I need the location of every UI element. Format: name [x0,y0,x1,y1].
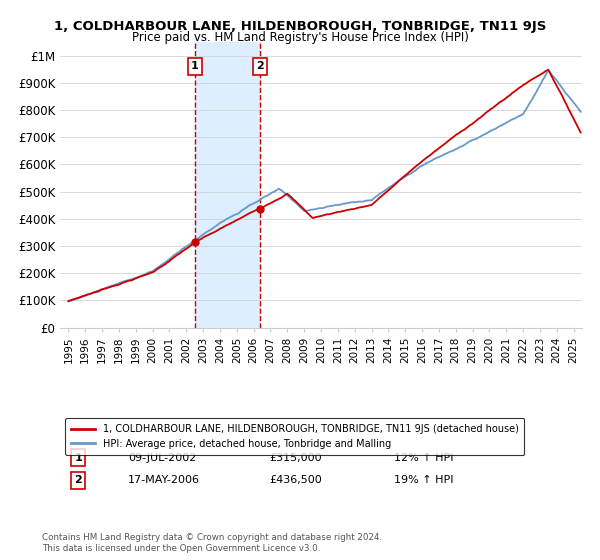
Text: Price paid vs. HM Land Registry's House Price Index (HPI): Price paid vs. HM Land Registry's House … [131,31,469,44]
Text: 19% ↑ HPI: 19% ↑ HPI [394,475,454,486]
Bar [195,42,260,328]
Legend: 1, COLDHARBOUR LANE, HILDENBOROUGH, TONBRIDGE, TN11 9JS (detached house), HPI: A: 1, COLDHARBOUR LANE, HILDENBOROUGH, TONB… [65,418,524,455]
Text: 2: 2 [256,61,264,71]
Text: £436,500: £436,500 [269,475,322,486]
Text: 1: 1 [191,61,199,71]
Text: £315,000: £315,000 [269,452,322,463]
Text: 1: 1 [74,452,82,463]
Text: 17-MAY-2006: 17-MAY-2006 [128,475,200,486]
Text: Contains HM Land Registry data © Crown copyright and database right 2024.
This d: Contains HM Land Registry data © Crown c… [42,533,382,553]
Text: 12% ↑ HPI: 12% ↑ HPI [394,452,454,463]
Text: 1, COLDHARBOUR LANE, HILDENBOROUGH, TONBRIDGE, TN11 9JS: 1, COLDHARBOUR LANE, HILDENBOROUGH, TONB… [54,20,546,32]
Text: 2: 2 [74,475,82,486]
Text: 09-JUL-2002: 09-JUL-2002 [128,452,196,463]
